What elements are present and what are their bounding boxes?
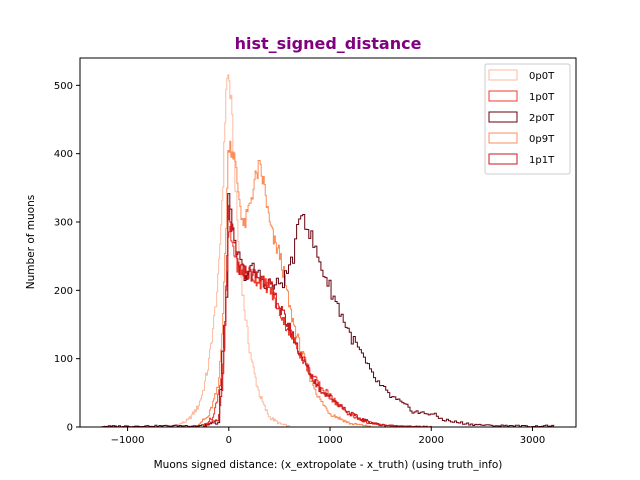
y-tick-label: 300 — [54, 218, 73, 229]
legend-label-1p0t: 1p0T — [529, 92, 555, 103]
legend-swatch-1p1t — [488, 153, 518, 165]
plot-frame — [79, 57, 577, 428]
legend: 0p0T 1p0T 2p0T 0p9T 1p1T — [484, 63, 571, 175]
axis-ticks: −1000 0 1000 2000 3000 0 100 200 300 400 500 — [54, 81, 545, 446]
x-tick-label: 0 — [226, 435, 232, 446]
y-tick-label: 200 — [54, 286, 73, 297]
x-axis-label: Muons signed distance: (x_extropolate - … — [154, 459, 503, 471]
y-axis-label: Number of muons — [25, 195, 37, 289]
y-tick-label: 100 — [54, 354, 73, 365]
legend-swatch-0p0t — [488, 69, 518, 81]
y-tick-label: 400 — [54, 149, 73, 160]
x-tick-label: 1000 — [317, 435, 342, 446]
x-tick-label: −1000 — [111, 435, 145, 446]
chart-title: hist_signed_distance — [235, 34, 422, 53]
legend-label-1p1t: 1p1T — [529, 155, 555, 166]
series-2p0t-line — [101, 193, 555, 428]
legend-swatch-0p9t — [488, 132, 518, 144]
legend-swatch-2p0t — [488, 111, 518, 123]
legend-label-0p0t: 0p0T — [529, 71, 555, 82]
x-tick-label: 3000 — [520, 435, 545, 446]
series-0p0t-line — [167, 74, 291, 428]
legend-label-2p0t: 2p0T — [529, 113, 555, 124]
plot-area — [101, 74, 555, 428]
y-tick-label: 0 — [67, 423, 73, 434]
legend-label-0p9t: 0p9T — [529, 134, 555, 145]
x-tick-label: 2000 — [419, 435, 444, 446]
series-1p1t-line — [202, 205, 432, 428]
legend-swatch-1p0t — [488, 90, 518, 102]
y-tick-label: 500 — [54, 81, 73, 92]
